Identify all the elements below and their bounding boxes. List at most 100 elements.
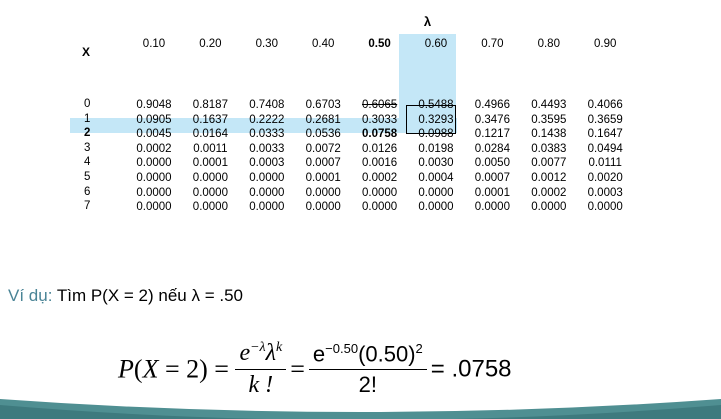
table-cell: 0.0000 <box>136 157 172 170</box>
table-cell: 0.1647 <box>587 128 623 141</box>
table-cell: 0.0030 <box>418 157 454 170</box>
highlight-row-x1 <box>70 118 457 133</box>
table-cell: 0.0001 <box>305 172 341 184</box>
table-cell: 0.0000 <box>249 201 285 214</box>
table-cell: 0.3476 <box>474 113 510 126</box>
lambda-value: 0.40 <box>311 38 335 50</box>
table-cell: 0.0988 <box>418 128 454 141</box>
table-cell: 0.0758 <box>362 128 398 141</box>
table-cell: 0.2222 <box>249 113 285 126</box>
table-cell: 0.1217 <box>474 128 510 141</box>
formula-num-general: e−λλk <box>235 340 287 370</box>
row-x-label: 4 <box>84 156 91 169</box>
table-cell: 0.0003 <box>587 186 623 199</box>
formula-result: = .0758 <box>430 355 512 383</box>
table-cell: 0.3659 <box>587 113 623 126</box>
table-cell: 0.3033 <box>362 113 398 126</box>
bottom-decorative-arc <box>0 399 721 419</box>
highlight-column-lambda-050 <box>399 34 456 133</box>
row-x-label: 5 <box>84 171 91 183</box>
table-cell: 0.0000 <box>192 186 228 199</box>
table-cell: 0.4493 <box>531 99 567 111</box>
table-cell: 0.0007 <box>305 157 341 170</box>
table-cell: 0.0383 <box>531 142 567 155</box>
row-x-label: 6 <box>84 185 91 198</box>
example-text: Tìm P(X = 2) nếu λ = .50 <box>56 286 243 305</box>
table-cell: 0.0045 <box>136 128 172 141</box>
lambda-value: 0.60 <box>424 38 448 50</box>
table-cell: 0.0001 <box>474 186 510 199</box>
example-label: Ví dụ: <box>8 286 53 305</box>
row-x-label: 3 <box>84 141 91 154</box>
formula-lhs: P(X = 2) = <box>118 354 236 384</box>
table-cell: 0.0284 <box>474 142 510 155</box>
table-cell: 0.9048 <box>136 99 172 111</box>
table-cell: 0.6065 <box>362 99 398 111</box>
boxed-cell-x1 <box>406 105 456 134</box>
table-cell: 0.0072 <box>305 142 341 155</box>
table-cell: 0.6703 <box>305 99 341 111</box>
table-cell: 0.0000 <box>305 186 341 199</box>
row-x-label: 7 <box>84 200 91 213</box>
table-cell: 0.0000 <box>474 201 510 214</box>
row-x-label: 1 <box>84 112 91 125</box>
table-cell: 0.7408 <box>249 99 285 111</box>
lambda-value: 0.70 <box>481 38 504 50</box>
formula-num-specific: e−0.50(0.50)2 <box>308 341 427 371</box>
table-cell: 0.0494 <box>587 142 623 155</box>
formula-den-specific: 2! <box>358 372 378 398</box>
table-cell: 0.2681 <box>305 113 341 126</box>
table-cell: 0.0000 <box>305 201 341 214</box>
table-cell: 0.0000 <box>249 172 285 184</box>
table-cell: 0.0000 <box>136 172 172 184</box>
lambda-header: λ <box>423 14 432 29</box>
formula-fraction-specific: e−0.50(0.50)2 2! <box>308 341 427 398</box>
table-cell: 0.0011 <box>193 142 228 155</box>
table-cell: 0.0000 <box>418 201 454 214</box>
poisson-formula: P(X = 2) = e−λλk k ! = e−0.50(0.50)2 2! … <box>118 340 512 399</box>
lambda-value: 0.20 <box>199 38 222 50</box>
table-cell: 0.0000 <box>362 201 398 214</box>
row-x-label: 2 <box>84 127 91 140</box>
lambda-value: 0.30 <box>255 38 278 50</box>
table-cell: 0.0000 <box>362 186 398 199</box>
lambda-value: 0.10 <box>142 38 166 50</box>
table-cell: 0.0000 <box>192 201 228 214</box>
table-cell: 0.0000 <box>136 186 172 199</box>
table-cell: 0.0126 <box>362 142 398 155</box>
table-cell: 0.0033 <box>249 142 285 155</box>
table-cell: 0.0001 <box>192 157 228 170</box>
table-cell: 0.0000 <box>136 201 172 214</box>
table-cell: 0.0004 <box>418 172 454 184</box>
table-cell: 0.0000 <box>531 201 567 214</box>
formula-fraction-general: e−λλk k ! <box>235 340 287 399</box>
table-cell: 0.0000 <box>587 201 623 214</box>
table-cell: 0.0077 <box>531 157 567 170</box>
table-cell: 0.0000 <box>249 186 285 199</box>
table-cell: 0.0050 <box>474 157 510 170</box>
formula-den-general: k ! <box>248 372 274 398</box>
table-cell: 0.0905 <box>136 113 172 126</box>
table-cell: 0.3293 <box>418 113 454 126</box>
lambda-value: 0.80 <box>537 38 560 50</box>
table-cell: 0.0000 <box>192 172 228 184</box>
table-cell: 0.3595 <box>531 113 567 126</box>
lambda-value: 0.50 <box>368 38 391 50</box>
table-cell: 0.0020 <box>587 172 623 184</box>
table-cell: 0.1438 <box>531 128 567 141</box>
table-cell: 0.0333 <box>249 128 285 141</box>
table-cell: 0.0016 <box>362 157 398 170</box>
table-cell: 0.8187 <box>192 99 228 111</box>
table-cell: 0.0536 <box>305 128 341 141</box>
table-cell: 0.0198 <box>418 142 454 155</box>
table-cell: 0.0111 <box>588 157 622 170</box>
example-line: Ví dụ: Tìm P(X = 2) nếu λ = .50 <box>8 286 243 306</box>
table-cell: 0.0164 <box>192 128 228 141</box>
table-cell: 0.0007 <box>474 172 510 184</box>
row-x-label: 0 <box>84 98 91 110</box>
table-cell: 0.4066 <box>587 99 623 111</box>
table-cell: 0.0002 <box>136 142 172 155</box>
table-cell: 0.4966 <box>474 99 510 111</box>
table-cell: 0.0003 <box>249 157 285 170</box>
